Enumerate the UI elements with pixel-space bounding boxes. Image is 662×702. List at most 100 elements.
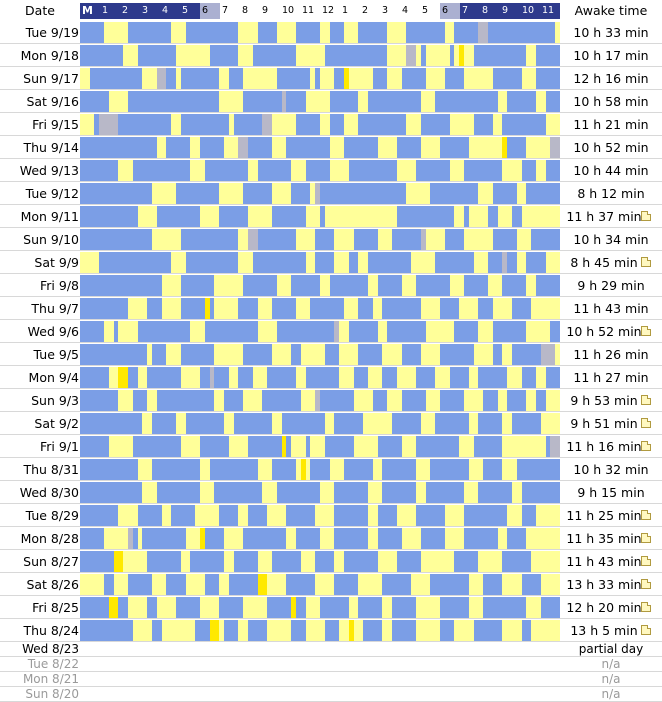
row-divider: [0, 388, 662, 389]
sleep-segment: [492, 344, 503, 365]
sleep-segment: [243, 137, 272, 158]
sleep-segment: [80, 298, 128, 319]
hour-label: 7: [460, 3, 480, 19]
sleep-timeline: [80, 597, 560, 618]
sleep-segment: [190, 551, 224, 572]
sleep-segment: [401, 68, 426, 89]
awake-time: 9 h 53 min: [570, 393, 638, 408]
note-icon[interactable]: [641, 441, 651, 451]
row-date: Sun 9/10: [23, 232, 79, 247]
sleep-segment: [286, 505, 316, 526]
row-divider: [0, 112, 662, 113]
note-icon[interactable]: [641, 533, 651, 543]
note-icon[interactable]: [641, 556, 651, 566]
row-divider: [0, 572, 662, 573]
sleep-segment: [128, 22, 172, 43]
sleep-segment: [137, 505, 162, 526]
sleep-segment: [416, 275, 450, 296]
sleep-segment: [80, 551, 124, 572]
hour-label: 5: [420, 3, 440, 19]
sleep-segment: [132, 160, 191, 181]
note-icon[interactable]: [641, 602, 651, 612]
sleep-segment: [521, 574, 541, 595]
row-date: Tue 9/19: [25, 25, 79, 40]
sleep-segment: [329, 183, 407, 204]
hour-label: 10: [280, 3, 300, 19]
sleep-segment: [209, 459, 258, 480]
row-date: Sat 9/16: [26, 94, 79, 109]
row-date: Sun 9/3: [31, 393, 79, 408]
row-date: Sat 8/26: [26, 577, 79, 592]
note-icon[interactable]: [641, 326, 651, 336]
sleep-segment: [401, 390, 426, 411]
row-divider: [0, 43, 662, 44]
bright-segment: [291, 597, 296, 618]
sleep-timeline: [80, 298, 560, 319]
note-icon[interactable]: [641, 395, 651, 405]
sleep-segment: [80, 597, 128, 618]
sleep-segment: [219, 597, 244, 618]
sleep-segment: [502, 114, 546, 135]
sleep-segment: [224, 620, 239, 641]
sleep-segment: [440, 137, 469, 158]
sleep-segment: [406, 22, 445, 43]
short-day-row: Tue 8/22 n/a: [0, 657, 662, 672]
hour-label: 7: [220, 3, 240, 19]
note-icon[interactable]: [641, 257, 651, 267]
sleep-timeline: [80, 620, 560, 641]
hour-label: 3: [380, 3, 400, 19]
sleep-segment: [94, 114, 100, 135]
sleep-segment: [200, 137, 224, 158]
neutral-segment: [262, 114, 272, 135]
sleep-timeline: [80, 114, 560, 135]
sleep-segment: [420, 45, 426, 66]
note-icon[interactable]: [641, 625, 651, 635]
hour-label: 1: [340, 3, 360, 19]
sleep-segment: [449, 45, 455, 66]
note-icon[interactable]: [641, 418, 651, 428]
sleep-timeline: [80, 91, 560, 112]
sleep-segment: [180, 344, 215, 365]
sleep-segment: [118, 114, 172, 135]
note-icon[interactable]: [641, 579, 651, 589]
note-icon[interactable]: [641, 211, 651, 221]
sleep-segment: [152, 91, 220, 112]
sleep-segment: [233, 551, 258, 572]
sleep-segment: [334, 413, 364, 434]
row-divider: [0, 319, 662, 320]
sleep-segment: [353, 229, 378, 250]
row-date: Mon 9/18: [20, 48, 79, 63]
bright-segment: [257, 574, 268, 595]
sleep-segment: [128, 574, 152, 595]
sleep-segment: [228, 574, 268, 595]
sleep-segment: [272, 551, 301, 572]
row-date: Sun 8/20: [25, 687, 79, 701]
sleep-segment: [488, 206, 498, 227]
day-row: Sat 9/2 9 h 51 min: [0, 412, 662, 435]
sleep-segment: [473, 45, 527, 66]
awake-time: n/a: [601, 672, 621, 686]
sleep-segment: [536, 68, 560, 89]
sleep-timeline: [80, 229, 560, 250]
hour-label: 8: [240, 3, 260, 19]
awake-time: 11 h 25 min: [566, 508, 642, 523]
sleep-segment: [286, 137, 330, 158]
sleep-segment: [80, 413, 143, 434]
sleep-segment: [248, 229, 296, 250]
sleep-segment: [281, 91, 306, 112]
sleep-segment: [80, 91, 109, 112]
sleep-segment: [267, 367, 296, 388]
sleep-segment: [502, 275, 527, 296]
sleep-timeline: [80, 160, 560, 181]
sleep-segment: [156, 206, 200, 227]
sleep-segment: [252, 252, 306, 273]
awake-time: n/a: [601, 657, 621, 671]
sleep-segment: [224, 390, 244, 411]
note-icon[interactable]: [641, 510, 651, 520]
sleep-segment: [147, 298, 162, 319]
awake-time: 11 h 43 min: [573, 301, 649, 316]
row-divider: [0, 434, 662, 435]
neutral-segment: [128, 528, 133, 549]
sleep-timeline: [80, 321, 560, 342]
sleep-segment: [348, 321, 378, 342]
